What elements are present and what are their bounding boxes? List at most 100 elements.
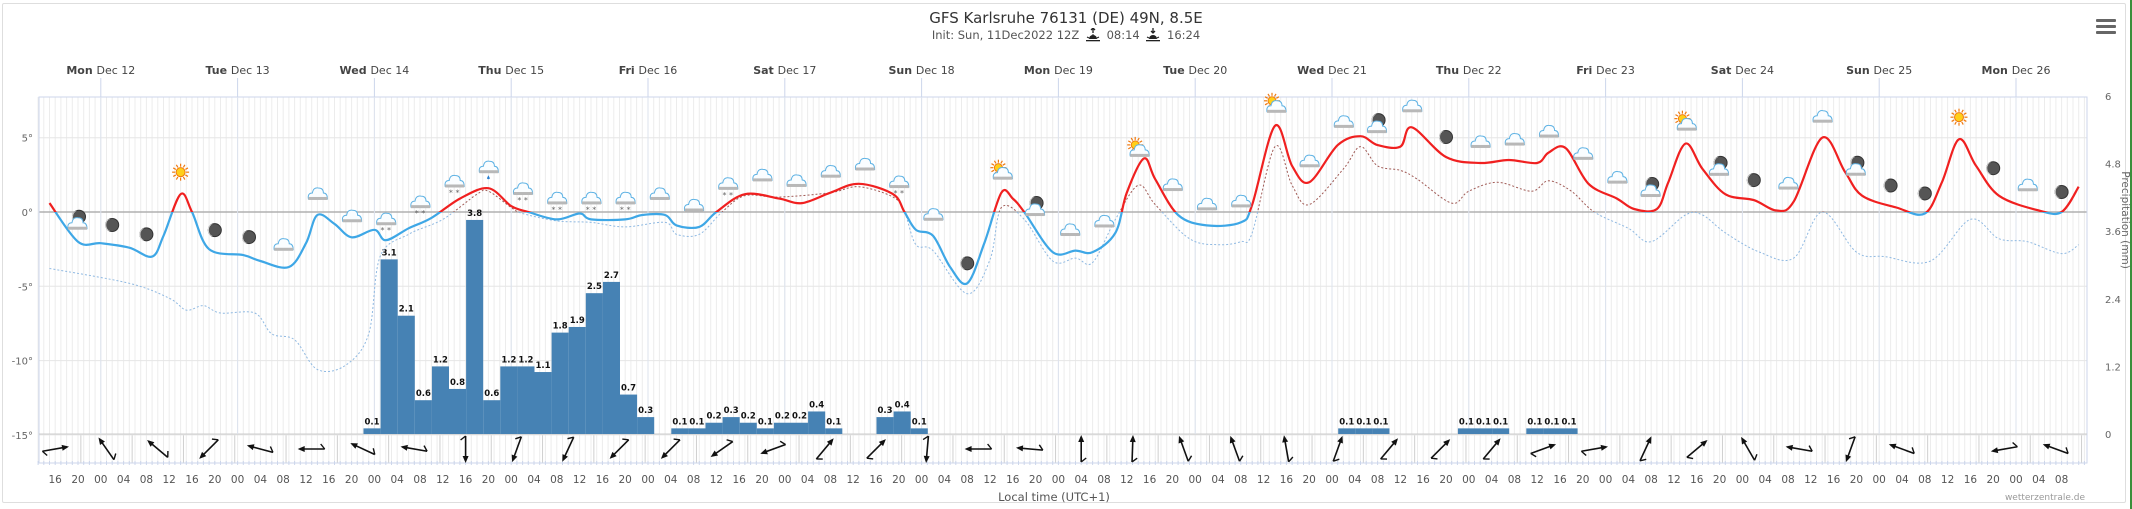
wind-arrow-head <box>147 440 155 447</box>
precipitation-bar <box>500 366 518 434</box>
wind-arrow-barb <box>1753 454 1758 461</box>
sun-ray <box>1677 111 1681 115</box>
wind-arrow-barb <box>372 448 376 455</box>
cloud-shape <box>889 175 910 188</box>
cloud-icon <box>1196 197 1218 211</box>
wind-arrow-barb <box>726 439 733 443</box>
sunset-time: 16:24 <box>1167 28 1201 42</box>
wind-arrow-icon <box>1639 436 1652 462</box>
wind-arrow-icon <box>866 439 886 460</box>
cloud-base <box>479 170 499 174</box>
precipitation-bar <box>517 366 535 434</box>
cloud-shape <box>341 209 363 222</box>
wind-arrow-head <box>760 448 768 455</box>
x-axis-tick-label: 04 <box>1759 474 1773 486</box>
wind-arrow-barb <box>779 440 786 446</box>
day-label-weekday: Wed <box>1297 64 1328 77</box>
right-axis-tick-label: 1.2 <box>2105 362 2121 373</box>
x-axis-tick-label: 08 <box>1097 474 1110 486</box>
day-label-weekday: Mon <box>1982 64 2012 77</box>
wind-arrow-icon <box>350 443 376 456</box>
precipitation-bar <box>756 428 774 434</box>
sun-ray <box>1961 109 1964 113</box>
cloud-icon <box>1607 170 1628 184</box>
precipitation-bar <box>620 394 638 434</box>
x-axis-tick-label: 12 <box>163 474 176 486</box>
day-label-date: Dec 20 <box>1189 64 1228 77</box>
x-axis-tick-label: 16 <box>1006 474 1020 486</box>
precipitation-bar-label: 0.6 <box>416 389 431 399</box>
credit-link[interactable]: wetterzentrale.de <box>2005 493 2086 503</box>
moon-icon <box>1746 173 1761 188</box>
wind-arrow-head <box>964 446 972 452</box>
x-axis-tick-label: 00 <box>1599 474 1612 486</box>
wind-arrow-head <box>710 450 719 458</box>
wind-arrow-barb <box>1187 455 1193 462</box>
sun-ray <box>1951 119 1955 122</box>
sun-ray <box>1686 114 1690 117</box>
sun-ray <box>185 174 189 177</box>
wind-arrow-barb <box>1911 447 1915 454</box>
cloud-shape <box>1129 144 1150 157</box>
wind-arrow-icon <box>1229 435 1244 462</box>
moon-cloud-icon <box>1708 155 1730 176</box>
cloud-shape <box>512 182 534 195</box>
sun-ray <box>175 176 179 180</box>
x-axis-tick-label: 12 <box>1257 474 1270 486</box>
day-label-weekday: Sat <box>1711 64 1735 77</box>
precipitation-bar-label: 0.1 <box>1459 417 1474 427</box>
x-axis-tick-label: 08 <box>1781 474 1794 486</box>
precipitation-bar <box>825 428 843 434</box>
sun-cloud-icon <box>1264 92 1287 113</box>
x-axis-tick-label: 16 <box>1964 474 1978 486</box>
cloud-base <box>718 186 738 190</box>
precipitation-bar-label: 1.2 <box>518 355 533 365</box>
day-label: Wed Dec 14 <box>340 64 410 77</box>
cloud-base <box>821 174 841 178</box>
wind-arrow-head <box>1785 444 1794 451</box>
wind-arrow-icon <box>297 443 326 452</box>
x-axis-tick-label: 20 <box>482 474 495 486</box>
precipitation-bar <box>1526 428 1544 434</box>
day-label-date: Dec 14 <box>370 64 409 77</box>
cloud-icon <box>307 187 328 200</box>
cloud-shape <box>1607 170 1628 184</box>
right-axis-tick-label: 6 <box>2105 92 2111 103</box>
x-axis-tick-label: 20 <box>1166 474 1179 486</box>
x-axis-tick-label: 12 <box>1667 474 1680 486</box>
x-axis-tick-label: 08 <box>277 474 290 486</box>
hamburger-menu-icon[interactable] <box>2096 19 2116 35</box>
wind-arrow-barb <box>423 445 428 452</box>
cloud-shape <box>1299 154 1320 167</box>
wind-arrow-head <box>609 451 617 459</box>
day-label-weekday: Mon <box>1024 64 1054 77</box>
wind-arrow-icon <box>1129 435 1138 463</box>
cloud-base <box>1402 109 1422 113</box>
wind-arrow-icon <box>1741 436 1758 461</box>
precipitation-bar-label: 3.1 <box>382 248 397 258</box>
wind-arrow-barb <box>167 450 169 458</box>
wind-arrow-head <box>1282 435 1289 443</box>
sun-ray <box>993 160 997 164</box>
x-axis-tick-label: 12 <box>1941 474 1954 486</box>
x-axis-tick-label: 04 <box>1211 474 1225 486</box>
cloud-shape <box>547 191 568 204</box>
cloud-shape <box>786 174 807 187</box>
day-label: Mon Dec 26 <box>1982 64 2051 77</box>
snowflake-glyph: * * <box>723 191 734 200</box>
snowflake-glyph: * * <box>586 205 597 214</box>
snowflake-glyph: * * <box>381 226 392 235</box>
x-axis-tick-label: 20 <box>892 474 905 486</box>
sun-ray <box>1264 102 1268 106</box>
precipitation-bar-label: 0.6 <box>484 389 499 399</box>
cloud-shape <box>307 187 328 200</box>
wind-arrow-head <box>660 451 668 459</box>
wind-arrow-head <box>923 455 930 463</box>
cloud-base <box>1641 194 1661 198</box>
x-axis-tick-label: 12 <box>299 474 312 486</box>
wind-arrow-barb <box>41 450 48 457</box>
wind-arrow-barb <box>816 458 823 460</box>
cloud-rain-icon <box>478 160 499 180</box>
x-axis-tick-label: 08 <box>824 474 837 486</box>
